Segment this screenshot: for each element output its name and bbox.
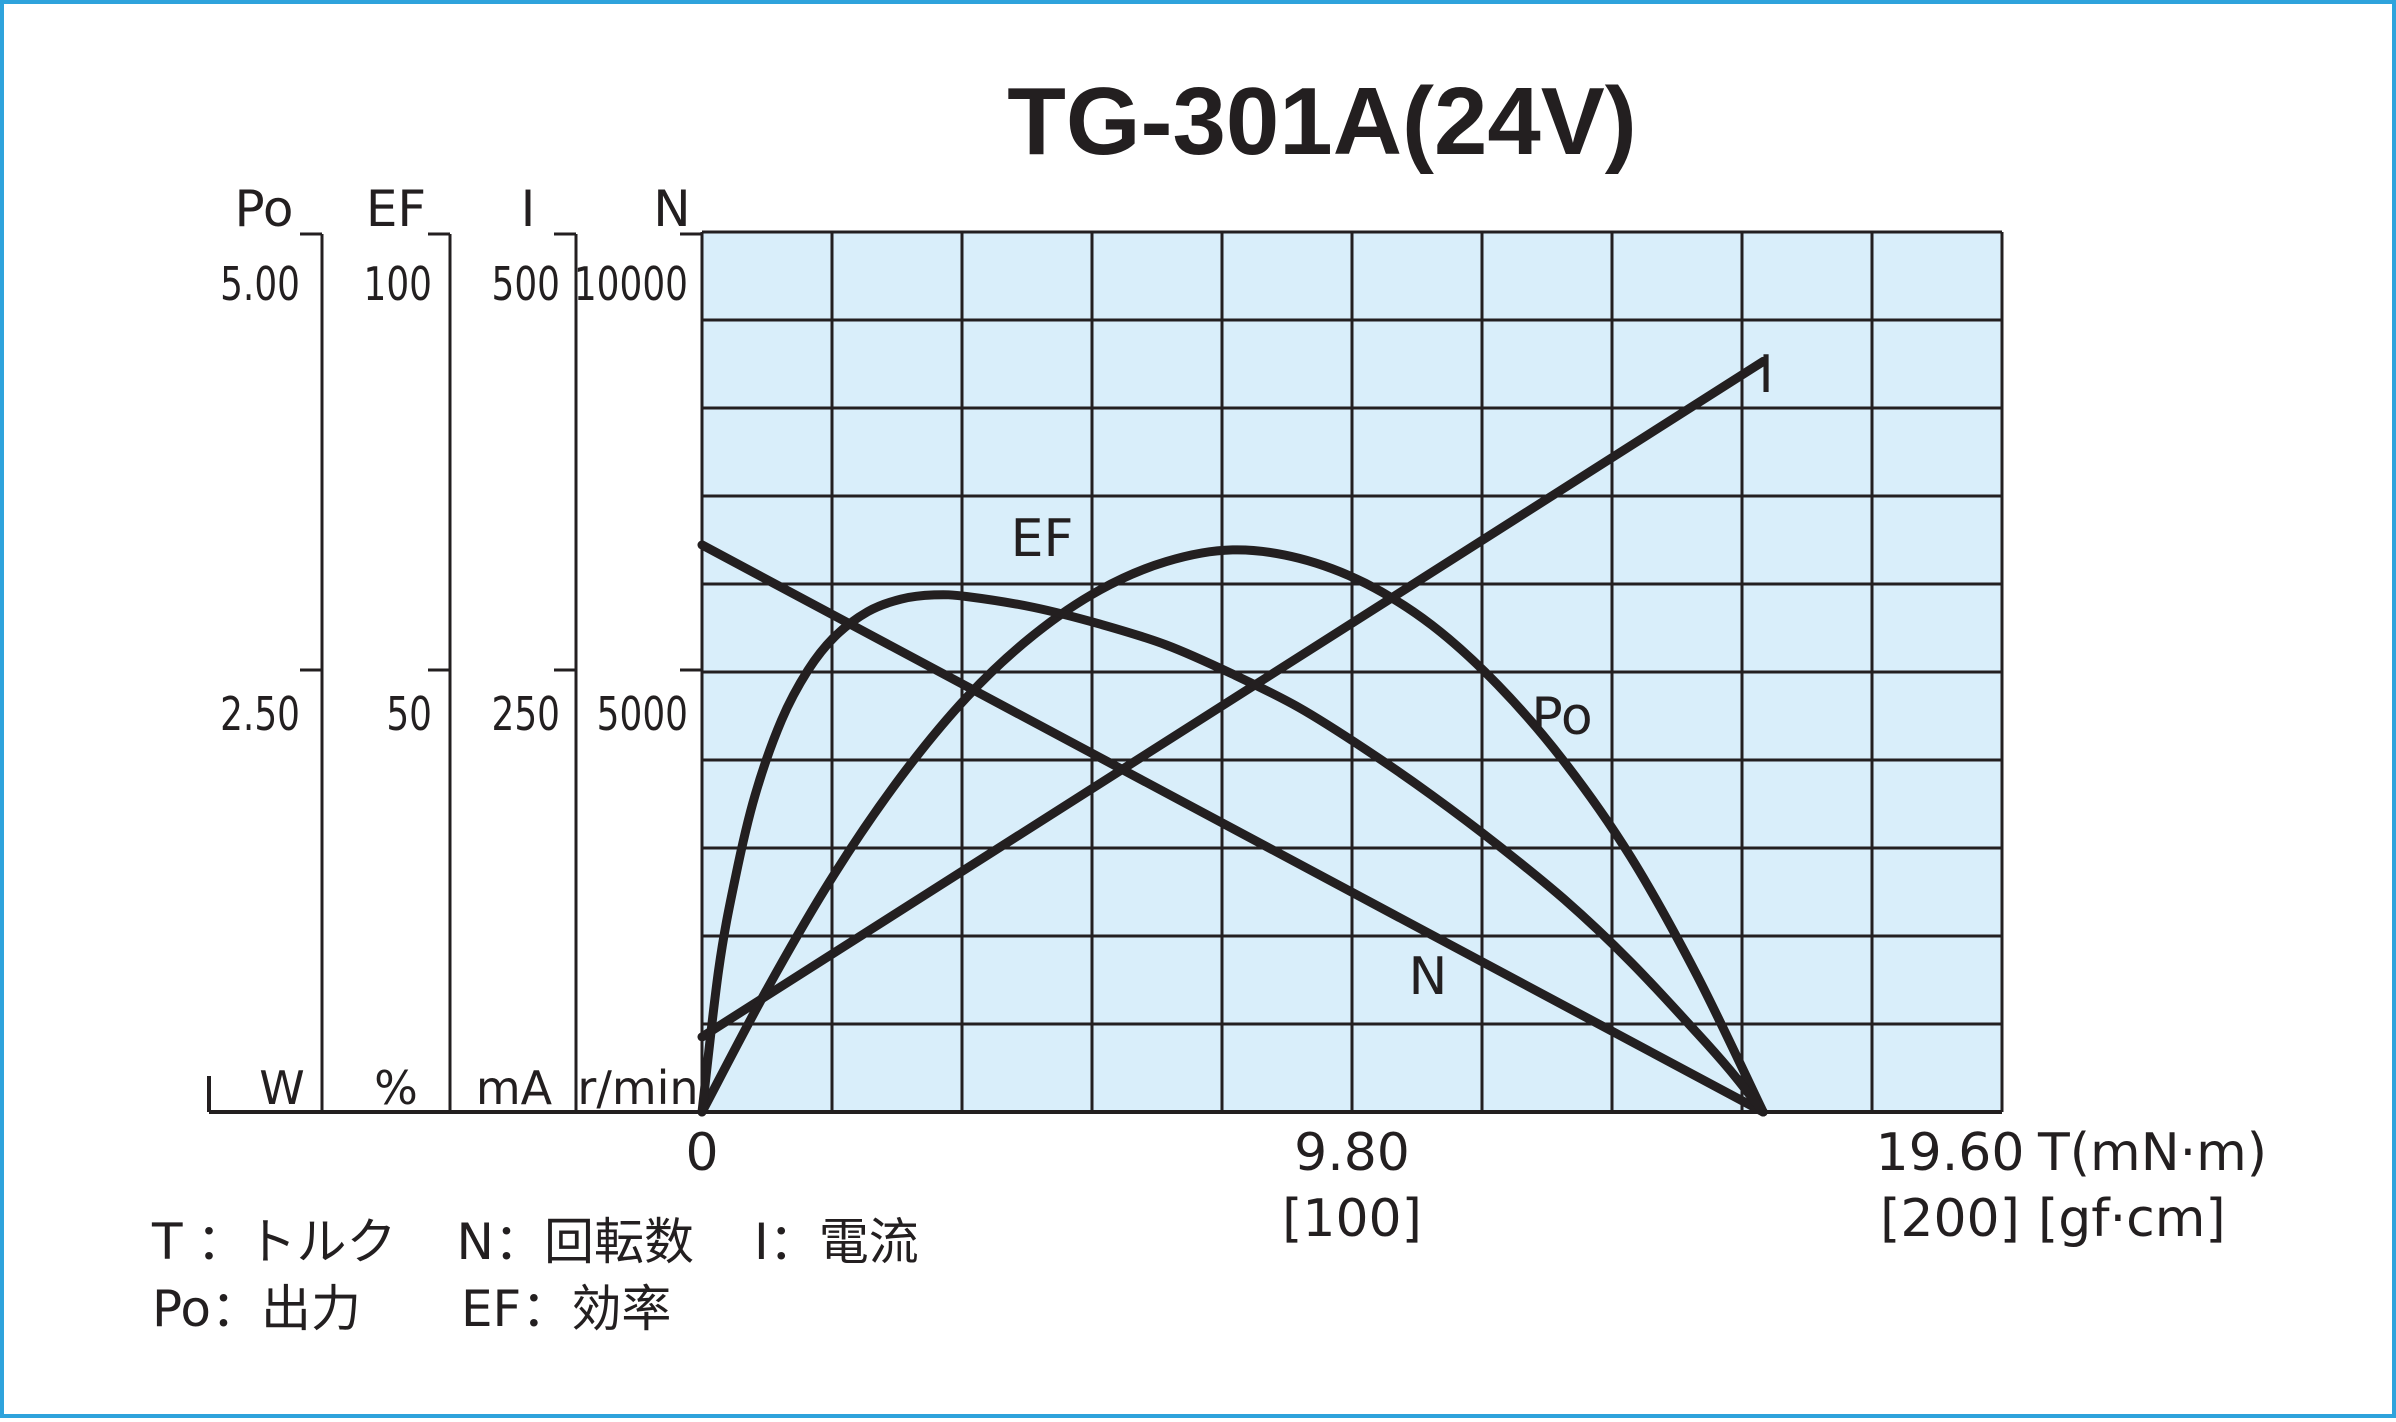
legend-sep-ef: ：	[521, 1280, 571, 1338]
y-axes: Po 5.00 2.50 W EF 100 50% I 500 250 mA N 10000 5000 r/…	[207, 180, 704, 1115]
legend-key-po: Po	[152, 1280, 211, 1338]
legend-key-ef: EF	[461, 1280, 521, 1338]
legend-sep-t: ：	[197, 1213, 247, 1271]
series-line-i	[697, 356, 1768, 1042]
y-tick-mid-i: 250	[492, 688, 560, 742]
legend-key-n: N	[457, 1213, 494, 1271]
x-tick-1-secondary: [100]	[1282, 1189, 1422, 1249]
y-axis-unit-ef: %	[374, 1061, 418, 1115]
y-tick-mid-ef: 50	[386, 688, 432, 742]
x-tick-2-secondary: [200]	[1880, 1189, 2020, 1249]
legend-sep-i: ：	[769, 1213, 819, 1271]
y-tick-top-i: 500	[492, 258, 560, 312]
x-axis-label: T(mN·m)	[2037, 1123, 2267, 1183]
chart-svg: TG-301A(24V) Po 5.00 2.50 W EF 100 50% I 500 250 m…	[151, 68, 2267, 1338]
y-axis-unit-n: r/min	[577, 1061, 698, 1115]
legend-desc-po: 出力	[261, 1280, 361, 1338]
x-tick-2: 19.60	[1876, 1123, 2025, 1183]
y-axis-name-n: N	[653, 180, 690, 238]
series-line-ef	[697, 590, 1768, 1117]
y-axis-name-i: I	[521, 180, 536, 238]
y-tick-mid-n: 5000	[597, 688, 688, 742]
series-line-n	[697, 540, 1768, 1117]
x-tick-0: 0	[685, 1123, 718, 1183]
legend-desc-n: 回転数	[544, 1213, 694, 1271]
y-axis-unit-po: W	[259, 1061, 304, 1115]
legend-line-2: Po：出力 EF：効率	[152, 1280, 671, 1338]
curve-label-ef: EF	[1011, 509, 1074, 569]
y-tick-top-n: 10000	[574, 258, 688, 312]
series-line-po	[697, 545, 1768, 1117]
legend-desc-ef: 効率	[571, 1280, 671, 1338]
y-axis-unit-i: mA	[476, 1061, 553, 1115]
y-tick-top-ef: 100	[364, 258, 432, 312]
legend-desc-i: 電流	[819, 1213, 919, 1271]
legend-key-i: I	[754, 1213, 769, 1271]
y-axis-name-ef: EF	[366, 180, 426, 238]
legend-desc-t: トルク	[247, 1213, 397, 1271]
curves	[697, 356, 1768, 1117]
legend-sep-po: ：	[211, 1280, 261, 1338]
chart-title: TG-301A(24V)	[1007, 68, 1637, 175]
y-tick-mid-po: 2.50	[220, 688, 300, 742]
legend-sep-n: ：	[494, 1213, 544, 1271]
legend-key-t: T	[151, 1213, 183, 1271]
x-tick-1: 9.80	[1294, 1123, 1410, 1183]
legend-line-1: T ：トルク N：回転数 I：電流	[151, 1213, 919, 1271]
x-axis-secondary-label: [gf·cm]	[2038, 1189, 2226, 1249]
y-axis-name-po: Po	[235, 180, 294, 238]
curve-label-i: I	[1758, 345, 1773, 405]
curve-label-n: N	[1409, 947, 1448, 1007]
curve-label-po: Po	[1531, 687, 1592, 747]
y-tick-top-po: 5.00	[220, 258, 300, 312]
